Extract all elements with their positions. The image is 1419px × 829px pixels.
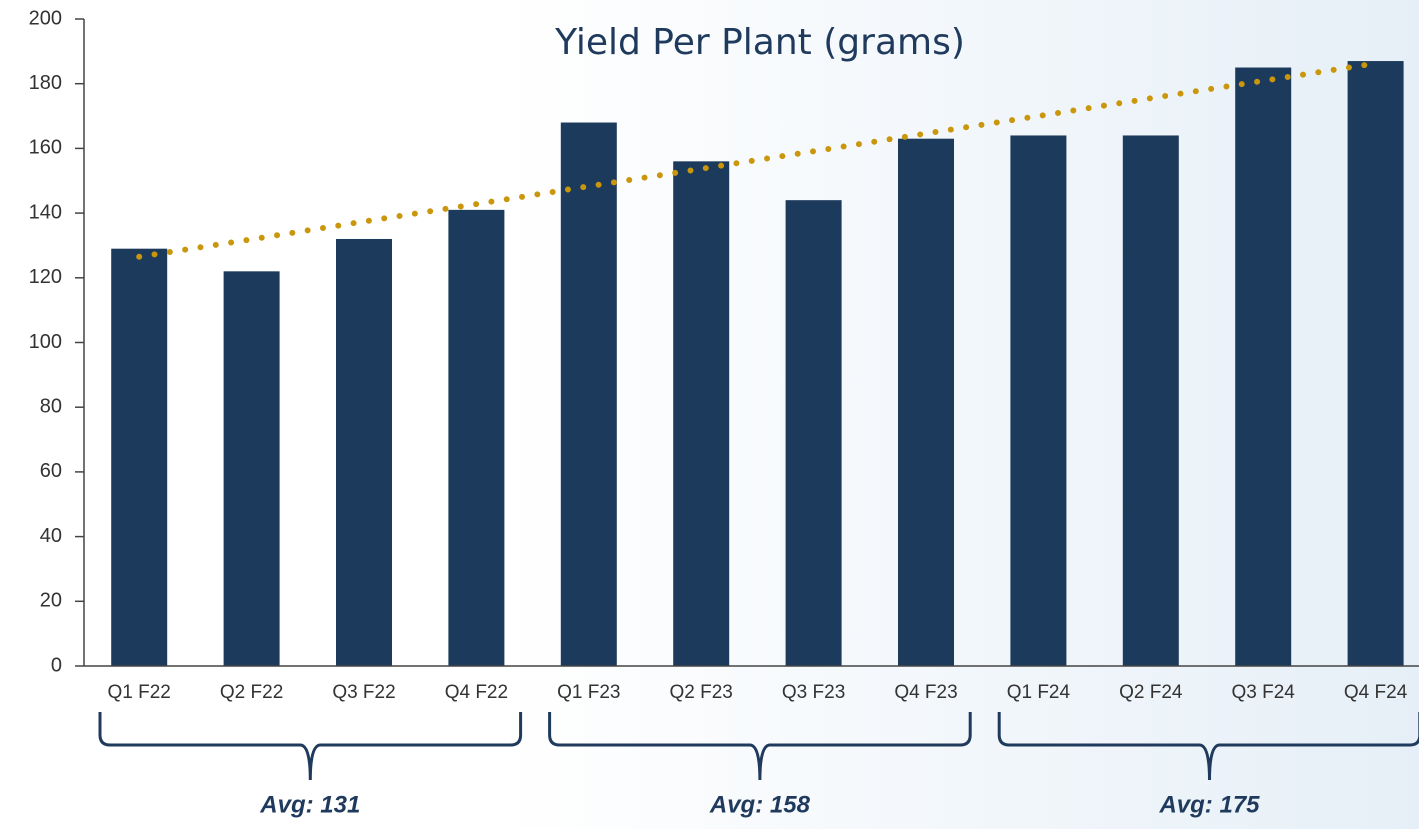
y-tick-label: 160 bbox=[29, 137, 62, 159]
y-tick-label: 120 bbox=[29, 266, 62, 288]
bar bbox=[1122, 135, 1179, 666]
group-bracket bbox=[997, 712, 1419, 781]
bar bbox=[1347, 61, 1404, 667]
bar bbox=[1010, 135, 1067, 666]
y-tick-label: 60 bbox=[40, 460, 62, 482]
x-tick-label: Q2 F22 bbox=[220, 682, 283, 703]
bar bbox=[336, 238, 392, 667]
y-tick-label: 20 bbox=[40, 590, 62, 612]
y-tick-label: 200 bbox=[29, 7, 62, 29]
group-bracket bbox=[98, 712, 523, 781]
bar bbox=[785, 200, 842, 666]
x-tick-label: Q3 F23 bbox=[782, 682, 845, 703]
bar bbox=[448, 209, 505, 667]
x-tick-label: Q3 F22 bbox=[332, 682, 395, 703]
x-tick-label: Q4 F24 bbox=[1344, 682, 1408, 703]
y-tick-label: 80 bbox=[40, 395, 62, 417]
bar bbox=[898, 138, 954, 666]
y-tick-label: 0 bbox=[51, 654, 62, 676]
x-tick-label: Q1 F23 bbox=[557, 682, 620, 703]
y-tick-label: 100 bbox=[29, 331, 62, 353]
y-tick-label: 140 bbox=[29, 201, 62, 223]
x-tick-label: Q4 F22 bbox=[445, 682, 508, 703]
bar bbox=[1235, 67, 1292, 666]
x-tick-label: Q3 F24 bbox=[1232, 682, 1296, 703]
x-tick-label: Q2 F23 bbox=[670, 682, 733, 703]
group-bracket bbox=[548, 712, 972, 781]
y-tick-label: 40 bbox=[40, 525, 62, 547]
x-tick-label: Q4 F23 bbox=[894, 682, 957, 703]
trend-line bbox=[136, 60, 1379, 260]
bar bbox=[111, 248, 168, 666]
chart-title: Yield Per Plant (grams) bbox=[554, 22, 965, 63]
y-tick-label: 180 bbox=[29, 72, 62, 94]
x-tick-label: Q1 F24 bbox=[1007, 682, 1071, 703]
group-average: Avg: 158 bbox=[709, 791, 811, 818]
bar bbox=[560, 122, 617, 666]
x-tick-label: Q1 F22 bbox=[108, 682, 171, 703]
bar bbox=[223, 271, 280, 666]
x-tick-label: Q2 F24 bbox=[1119, 682, 1183, 703]
group-average: Avg: 175 bbox=[1158, 791, 1260, 818]
group-average: Avg: 131 bbox=[259, 791, 360, 818]
bar bbox=[673, 161, 730, 666]
